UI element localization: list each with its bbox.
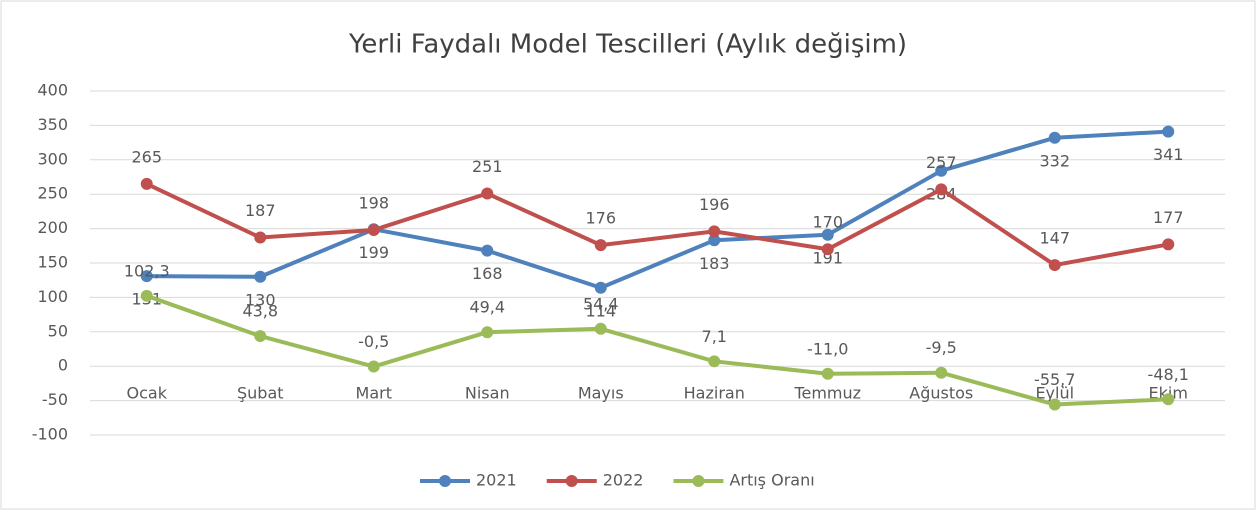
- data-label: 43,8: [242, 302, 278, 321]
- x-tick-label: Ağustos: [909, 384, 973, 403]
- y-tick-label: 350: [37, 115, 68, 134]
- x-tick-label: Mayıs: [578, 384, 624, 403]
- data-point: [821, 228, 834, 241]
- data-label: 102,3: [124, 261, 170, 280]
- legend-label: 2021: [476, 471, 517, 490]
- y-tick-label: -100: [32, 425, 68, 444]
- data-label: 198: [358, 193, 389, 212]
- legend-marker: [439, 475, 451, 487]
- data-label: 199: [358, 243, 389, 262]
- data-point: [821, 243, 834, 256]
- chart-title: Yerli Faydalı Model Tescilleri (Aylık de…: [348, 30, 907, 60]
- data-point: [481, 244, 494, 257]
- data-label: 54,4: [583, 294, 619, 313]
- data-point: [367, 223, 380, 236]
- data-point: [594, 281, 607, 294]
- x-tick-label: Eylül: [1035, 384, 1074, 403]
- data-point: [481, 326, 494, 339]
- data-label: 341: [1153, 145, 1184, 164]
- data-label: -9,5: [926, 338, 957, 357]
- legend-marker: [565, 475, 578, 487]
- data-label: 332: [1039, 151, 1070, 170]
- data-point: [821, 367, 834, 380]
- data-label: 114: [585, 301, 616, 320]
- x-tick-label: Temmuz: [793, 384, 861, 403]
- data-point: [1162, 393, 1175, 406]
- data-point: [1048, 259, 1061, 272]
- x-tick-label: Haziran: [684, 384, 745, 403]
- data-point: [254, 270, 267, 283]
- data-point: [935, 183, 948, 196]
- data-label: 177: [1153, 208, 1184, 227]
- data-point: [367, 360, 380, 373]
- data-point: [935, 164, 948, 177]
- data-label: -11,0: [807, 339, 848, 358]
- data-point: [254, 330, 267, 343]
- data-label: 191: [812, 248, 843, 267]
- data-point: [1048, 398, 1061, 411]
- data-label: 147: [1039, 229, 1070, 248]
- data-label: 168: [472, 264, 503, 283]
- data-point: [1162, 125, 1175, 138]
- x-tick-label: Şubat: [237, 384, 284, 403]
- data-point: [935, 366, 948, 379]
- data-label: 49,4: [469, 298, 505, 317]
- series-line: [146, 293, 1169, 407]
- data-label: -48,1: [1148, 365, 1189, 384]
- data-label: 183: [699, 254, 730, 273]
- series-line: [145, 182, 1169, 268]
- data-point: [1162, 238, 1175, 251]
- y-tick-label: 0: [58, 356, 68, 375]
- data-label: 257: [926, 153, 957, 172]
- data-label: -55,7: [1034, 370, 1075, 389]
- y-tick-label: 400: [37, 81, 68, 100]
- legend-label: 2022: [603, 471, 644, 490]
- data-label: 196: [699, 195, 730, 214]
- x-tick-label: Ocak: [127, 384, 168, 403]
- legend-marker: [692, 475, 705, 487]
- y-tick-label: -50: [42, 390, 68, 409]
- data-point: [708, 225, 721, 238]
- data-label: -0,5: [358, 332, 389, 351]
- y-tick-label: 150: [37, 253, 68, 272]
- data-point: [140, 177, 153, 190]
- data-label: 170: [812, 213, 843, 232]
- x-tick-label: Mart: [356, 384, 392, 403]
- data-point: [254, 231, 267, 244]
- y-tick-label: 200: [37, 218, 68, 237]
- y-tick-label: 50: [48, 321, 68, 340]
- data-point: [481, 187, 494, 200]
- data-label: 7,1: [702, 327, 727, 346]
- data-label: 176: [585, 209, 616, 228]
- data-point: [594, 239, 607, 252]
- data-label: 265: [131, 147, 162, 166]
- series-line: [146, 129, 1169, 290]
- data-label: 130: [245, 290, 276, 309]
- data-point: [708, 234, 721, 247]
- y-tick-label: 250: [37, 184, 68, 203]
- data-point: [140, 289, 153, 302]
- x-tick-label: Nisan: [465, 384, 510, 403]
- y-tick-label: 100: [37, 287, 68, 306]
- data-label: 187: [245, 201, 276, 220]
- data-point: [594, 322, 607, 335]
- data-point: [708, 355, 721, 368]
- data-point: [1048, 131, 1061, 144]
- data-point: [140, 270, 153, 283]
- legend-label: Artış Oranı: [729, 471, 814, 490]
- data-label: 251: [472, 157, 503, 176]
- y-tick-label: 300: [37, 149, 68, 168]
